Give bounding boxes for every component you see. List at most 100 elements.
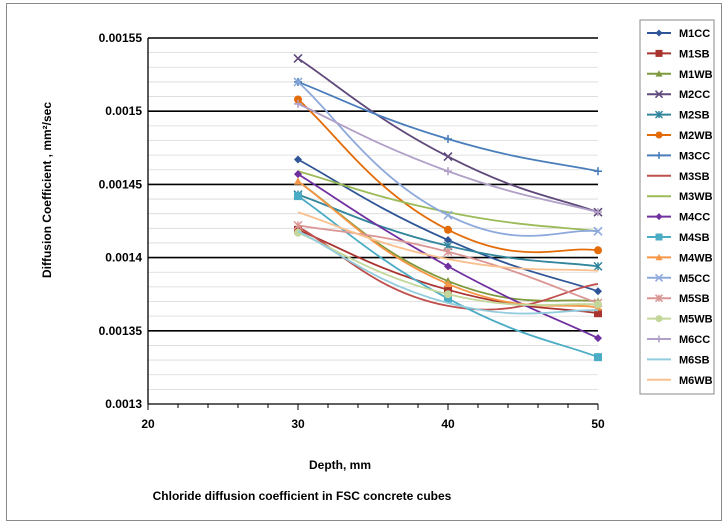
legend-label: M1CC <box>679 28 710 40</box>
legend-label: M2WB <box>679 130 713 142</box>
series-m3wb <box>297 170 599 233</box>
legend-swatch-marker <box>655 29 663 37</box>
data-point-m4sb <box>294 192 302 201</box>
data-point-m2sb <box>593 261 603 271</box>
legend-item-m2wb: M2WB <box>647 130 713 142</box>
series-m5cc <box>293 77 603 237</box>
series-m6sb <box>297 230 599 315</box>
legend-swatch-marker <box>655 253 663 261</box>
data-point-m5wb <box>594 300 602 309</box>
grid <box>148 37 598 390</box>
data-point-m1cc <box>294 155 302 164</box>
legend-label: M2CC <box>679 89 710 101</box>
series-m4sb <box>294 192 602 362</box>
data-point-m2cc <box>443 152 453 162</box>
legend-swatch-marker <box>655 335 663 343</box>
data-point-m5wb <box>294 228 302 237</box>
y-tick-label: 0.0014 <box>105 251 142 265</box>
data-point-m6cc <box>594 208 602 217</box>
y-tick-label: 0.00135 <box>99 324 143 338</box>
data-point-m4wb <box>444 279 452 288</box>
series-line-m4sb <box>297 195 599 358</box>
legend-swatch-marker <box>655 233 663 241</box>
data-point-m4sb <box>444 294 452 303</box>
series-m3cc <box>294 77 602 176</box>
x-tick-label: 30 <box>291 417 305 431</box>
series-m6cc <box>294 99 602 217</box>
legend-label: M3CC <box>679 150 710 162</box>
data-point-m1cc <box>444 236 452 245</box>
legend-swatch-marker <box>655 315 663 323</box>
legend-item-m6cc: M6CC <box>647 334 710 346</box>
data-point-m5sb <box>443 247 453 257</box>
legend-label: M4WB <box>679 252 713 264</box>
legend-item-m1wb: M1WB <box>647 69 713 81</box>
data-point-m5cc <box>293 77 303 87</box>
x-tick-label: 50 <box>591 417 605 431</box>
data-point-m4sb <box>594 353 602 362</box>
data-point-m5sb <box>293 220 303 230</box>
legend-label: M6CC <box>679 334 710 346</box>
legend-label: M1WB <box>679 69 713 81</box>
y-tick-label: 0.00145 <box>99 177 143 191</box>
series-line-m6cc <box>297 103 599 214</box>
series-lines <box>293 53 603 362</box>
legend-label: M3WB <box>679 191 713 203</box>
series-line-m6wb <box>297 211 599 272</box>
legend: M1CC M1SB M1WB M2CC M2SB M2WB M3CC M3SB M3WB M4CC… <box>639 19 715 395</box>
legend-item-m4cc: M4CC <box>647 212 710 224</box>
legend-label: M6WB <box>679 375 713 387</box>
data-point-m5cc <box>593 226 603 236</box>
legend-item-m5sb: M5SB <box>647 293 710 305</box>
legend-label: M1SB <box>679 48 710 60</box>
data-point-m5cc <box>443 210 453 220</box>
legend-item-m4sb: M4SB <box>647 232 710 244</box>
legend-border <box>639 19 715 395</box>
series-line-m1cc <box>297 158 599 293</box>
tick-labels: 0.0013 0.00135 0.0014 0.00145 0.0015 0.00155 2… <box>99 31 605 431</box>
legend-item-m6wb: M6WB <box>647 375 713 387</box>
legend-swatch-marker <box>655 151 663 159</box>
legend-swatch-marker <box>654 294 664 303</box>
legend-item-m3cc: M3CC <box>647 150 710 162</box>
legend-item-m3sb: M3SB <box>647 171 710 183</box>
series-m5wb <box>294 228 602 309</box>
data-point-m2wb <box>294 95 302 104</box>
series-m1cc <box>294 155 602 296</box>
legend-swatch-marker <box>654 110 664 119</box>
y-axis-title: Diffusion Coefficient , mm²/sec <box>40 102 54 278</box>
legend-item-m3wb: M3WB <box>647 191 713 203</box>
legend-swatch-marker <box>655 213 663 221</box>
data-point-m1cc <box>594 287 602 296</box>
legend-item-m4wb: M4WB <box>647 252 713 264</box>
data-point-m4cc <box>444 262 452 271</box>
series-m6wb <box>297 211 599 272</box>
legend-label: M2SB <box>679 110 710 122</box>
chart-frame <box>6 3 722 521</box>
data-point-m1sb <box>594 309 602 318</box>
series-line-m6sb <box>297 230 599 315</box>
data-point-m2wb <box>444 225 452 234</box>
chart-title: Chloride diffusion coefficient in FSC co… <box>153 489 452 503</box>
data-point-m2cc <box>293 53 303 64</box>
axes <box>147 38 599 410</box>
legend-swatch-marker <box>654 273 664 282</box>
legend-label: M6SB <box>679 354 710 366</box>
data-point-m5wb <box>444 290 452 299</box>
data-point-m6cc <box>444 167 452 176</box>
y-tick-label: 0.00155 <box>99 31 143 45</box>
data-point-m4cc <box>294 170 302 179</box>
legend-swatch-marker <box>654 90 664 99</box>
data-point-m6cc <box>294 99 302 108</box>
legend-item-m2cc: M2CC <box>647 89 710 101</box>
data-point-m4cc <box>594 334 602 343</box>
legend-item-m1sb: M1SB <box>647 48 710 60</box>
series-m2wb <box>294 95 602 255</box>
series-m4wb <box>294 177 602 311</box>
legend-label: M4CC <box>679 212 710 224</box>
data-point-m3cc <box>444 135 452 144</box>
data-point-m1sb <box>444 285 452 294</box>
y-tick-label: 0.0015 <box>105 104 142 118</box>
series-m4cc <box>294 170 602 343</box>
